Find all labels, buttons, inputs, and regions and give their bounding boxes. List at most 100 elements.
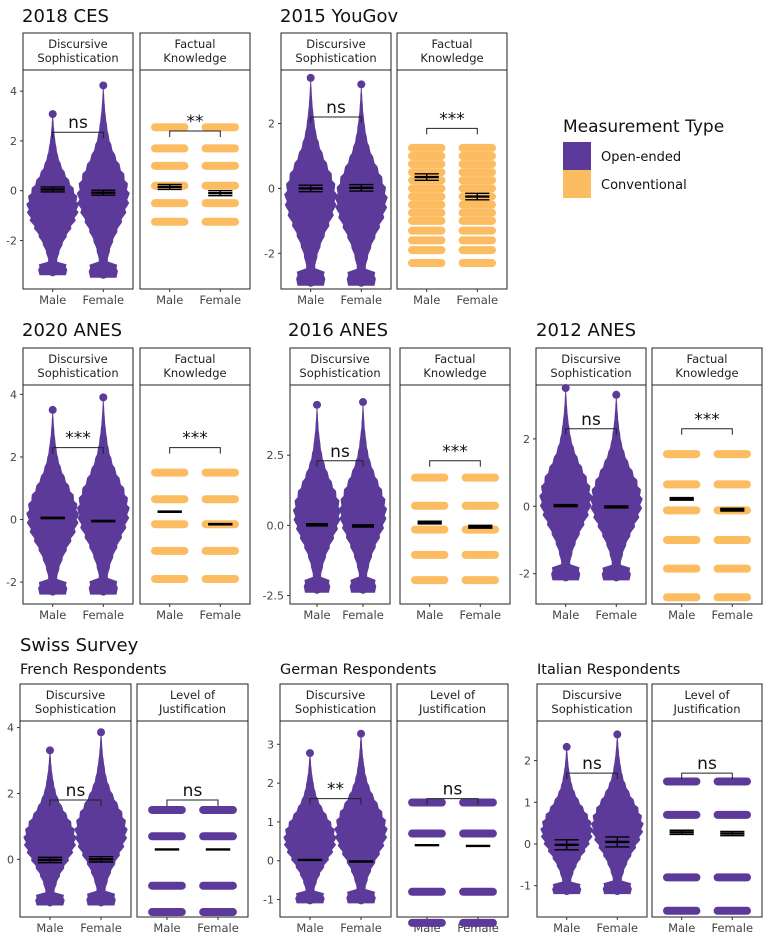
strip-label-line2: Knowledge	[423, 366, 486, 380]
level-band-male	[408, 259, 446, 268]
level-band-male	[151, 161, 189, 170]
x-tick-label: Male	[296, 921, 323, 935]
level-band-female	[713, 777, 751, 786]
outlier-point	[305, 896, 314, 905]
section-title-2020-anes: 2020 ANES	[22, 320, 122, 341]
outlier-point	[561, 573, 570, 582]
strip-label-line1: Level of	[170, 688, 216, 702]
y-tick-label: 2.5	[267, 449, 285, 462]
violin-male	[292, 401, 342, 593]
violin-female	[76, 394, 130, 595]
sub-title-french: French Respondents	[20, 662, 167, 678]
significance-label: ns	[183, 781, 203, 801]
y-tick-label: 2	[523, 433, 530, 446]
level-band-female	[459, 829, 497, 838]
level-band-female	[713, 450, 751, 459]
level-band-male	[151, 144, 189, 153]
level-band-male	[148, 805, 186, 814]
significance-label: ns	[697, 754, 717, 774]
level-band-female	[201, 181, 239, 190]
level-band-female	[458, 216, 496, 225]
x-tick-label: Female	[200, 293, 242, 307]
y-tick-label: 2	[524, 755, 531, 768]
significance-bracket	[429, 460, 481, 467]
outlier-point	[562, 742, 571, 751]
level-band-male	[663, 506, 701, 515]
outlier-point	[305, 749, 314, 758]
legend-title: Measurement Type	[563, 117, 724, 137]
significance-label: **	[187, 112, 204, 132]
level-band-male	[411, 473, 449, 482]
level-band-male	[408, 887, 446, 896]
significance-label: ns	[330, 442, 350, 462]
outlier-point	[313, 400, 321, 409]
x-tick-label: Male	[39, 608, 66, 622]
outlier-point	[45, 746, 54, 755]
violin-male	[26, 406, 80, 595]
strip-label-line1: Discursive	[46, 688, 105, 702]
level-band-female	[201, 161, 239, 170]
level-band-female	[713, 480, 751, 489]
level-band-female	[713, 873, 751, 882]
level-band-female	[458, 176, 496, 185]
y-tick-label: 2	[268, 118, 275, 131]
y-tick-label: 4	[10, 85, 17, 98]
x-tick-label: Female	[83, 293, 125, 307]
strip-label-line1: Discursive	[561, 352, 620, 366]
outlier-point	[357, 80, 366, 89]
significance-bracket	[426, 127, 478, 135]
strip-label-line2: Knowledge	[675, 366, 738, 380]
outlier-point	[97, 728, 106, 737]
level-band-female	[713, 535, 751, 544]
level-band-female	[461, 501, 499, 510]
legend: Measurement Type Open-ended Conventional	[563, 117, 724, 198]
strip-label-line2: Justification	[418, 702, 486, 716]
level-band-male	[151, 123, 189, 132]
level-band-female	[713, 593, 751, 602]
level-band-male	[411, 501, 449, 510]
level-band-male	[663, 564, 701, 573]
strip-label-line2: Sophistication	[295, 51, 376, 65]
significance-bracket	[566, 772, 618, 780]
x-tick-label: Male	[156, 293, 183, 307]
y-tick-label: 3	[267, 738, 274, 751]
outlier-point	[562, 887, 571, 896]
y-tick-label: 4	[10, 388, 17, 401]
y-tick-label: 0	[523, 500, 530, 513]
significance-bracket	[681, 772, 733, 780]
strip-box	[396, 683, 509, 722]
violin-male	[23, 747, 77, 906]
level-band-female	[199, 881, 237, 890]
strip-box	[399, 347, 511, 386]
violin-male	[26, 111, 80, 276]
level-band-male	[663, 777, 701, 786]
violin-male	[540, 743, 594, 895]
level-band-male	[408, 143, 446, 152]
significance-bracket	[309, 798, 362, 805]
significance-label: ns	[66, 781, 86, 801]
significance-bracket	[681, 428, 733, 435]
strip-label-line1: Factual	[435, 352, 476, 366]
outlier-point	[99, 587, 108, 596]
level-band-male	[663, 535, 701, 544]
strip-box	[22, 32, 134, 71]
significance-bracket	[310, 116, 362, 124]
level-band-female	[458, 236, 496, 245]
significance-bracket	[52, 447, 104, 454]
y-tick-label: 0	[524, 838, 531, 851]
significance-bracket	[169, 447, 221, 454]
significance-bracket	[49, 799, 102, 807]
level-band-female	[458, 200, 496, 209]
y-tick-label: 2	[7, 787, 14, 800]
violin-female	[74, 729, 128, 906]
strip-box	[19, 683, 132, 722]
x-tick-label: Female	[80, 921, 122, 935]
strip-label-line2: Knowledge	[420, 51, 483, 65]
level-band-female	[713, 906, 751, 915]
level-band-male	[408, 151, 446, 160]
